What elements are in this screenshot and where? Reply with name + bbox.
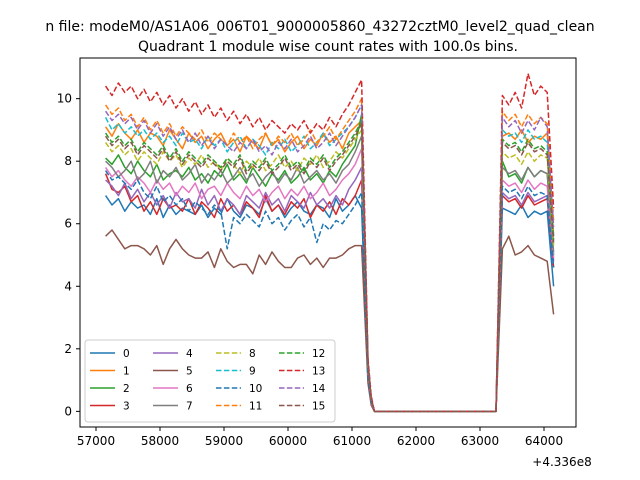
legend-label-10: 10 — [249, 383, 262, 395]
x-tick-label: 64000 — [525, 434, 563, 448]
figure-suptitle: n file: modeM0/AS1A06_006T01_9000005860_… — [45, 19, 594, 35]
legend-label-2: 2 — [123, 383, 130, 395]
legend-label-1: 1 — [123, 366, 130, 378]
x-tick-label: 57000 — [77, 434, 115, 448]
y-tick-label: 4 — [64, 279, 72, 293]
y-tick-label: 6 — [64, 217, 72, 231]
legend-label-14: 14 — [312, 383, 326, 395]
legend-label-5: 5 — [186, 366, 193, 378]
y-tick-label: 10 — [57, 92, 72, 106]
x-tick-label: 62000 — [397, 434, 435, 448]
legend-label-6: 6 — [186, 383, 193, 395]
x-offset-label: +4.336e8 — [532, 455, 591, 469]
legend-label-11: 11 — [249, 401, 262, 413]
legend-box — [84, 339, 336, 423]
series-line-14 — [104, 104, 555, 413]
ticks-layer: 57000 58000 59000 60000 61000 62000 63000 64000… — [57, 92, 563, 448]
x-tick-label: 59000 — [205, 434, 243, 448]
series-line-11 — [104, 97, 555, 413]
chart-title: Quadrant 1 module wise count rates with … — [138, 39, 518, 55]
legend-label-9: 9 — [249, 366, 256, 378]
x-tick-label: 61000 — [333, 434, 371, 448]
legend-label-4: 4 — [186, 348, 193, 360]
x-tick-label: 63000 — [461, 434, 499, 448]
series-line-15 — [104, 122, 555, 413]
legend-label-15: 15 — [312, 401, 325, 413]
legend-label-12: 12 — [312, 348, 325, 360]
legend-label-3: 3 — [123, 401, 130, 413]
legend-label-0: 0 — [123, 348, 130, 360]
y-tick-label: 0 — [64, 404, 72, 418]
series-line-10 — [104, 170, 555, 413]
y-tick-label: 8 — [64, 154, 72, 168]
y-tick-label: 2 — [64, 342, 72, 356]
legend-label-8: 8 — [249, 348, 256, 360]
x-tick-label: 60000 — [269, 434, 307, 448]
axes-frame — [79, 57, 577, 428]
series-layer — [104, 72, 555, 413]
legend-label-13: 13 — [312, 366, 325, 378]
x-tick-label: 58000 — [141, 434, 179, 448]
legend-label-7: 7 — [186, 401, 193, 413]
